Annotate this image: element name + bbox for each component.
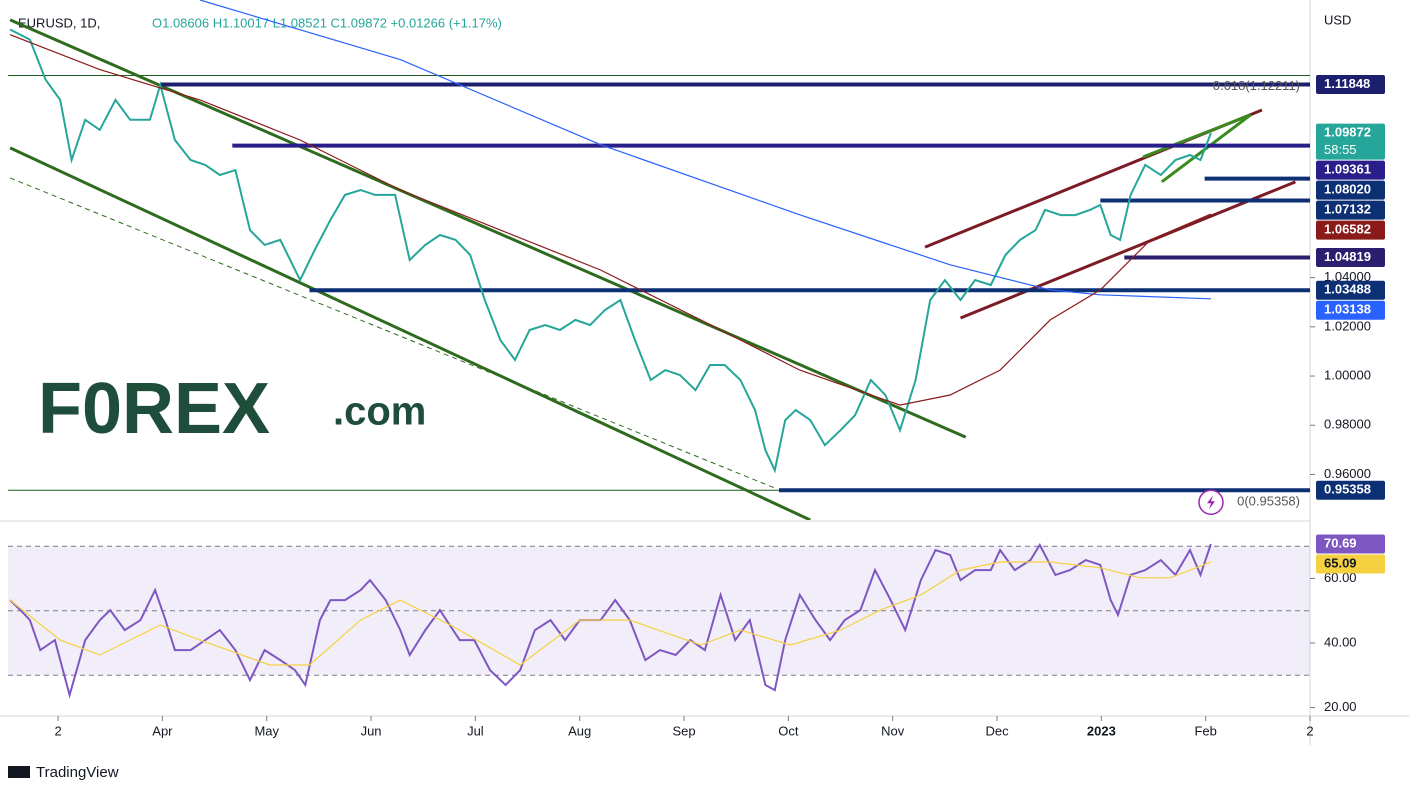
price-label-box	[1316, 160, 1385, 180]
logo-suffix: .com	[333, 390, 426, 434]
alert-icon-bolt	[1207, 495, 1215, 510]
x-tick-label: 2	[1306, 723, 1313, 738]
price-label: 70.69	[1324, 535, 1357, 550]
x-tick-label: Oct	[778, 723, 799, 738]
price-label-box	[1316, 220, 1385, 240]
price-label: 1.03488	[1324, 282, 1371, 297]
x-tick-label: Jun	[361, 723, 382, 738]
price-label: 1.08020	[1324, 182, 1371, 197]
x-tick-label: 2	[54, 723, 61, 738]
y-tick-label: 1.04000	[1324, 269, 1371, 284]
trend-line	[1160, 113, 1252, 184]
price-label-box	[1316, 554, 1385, 574]
price-label: 1.11848	[1324, 76, 1370, 91]
price-label-box	[1316, 123, 1385, 160]
price-label-box	[1316, 180, 1385, 200]
y-tick-label: 20.00	[1324, 699, 1357, 714]
plot-area	[8, 0, 1310, 520]
price-label: 1.04819	[1324, 249, 1371, 264]
trend-line	[9, 18, 967, 439]
trend-line	[9, 146, 811, 520]
trend-line	[959, 180, 1296, 320]
plot-area	[8, 542, 1310, 699]
price-label: 1.09361	[1324, 162, 1371, 177]
price-label-box	[1316, 280, 1385, 300]
footer-brand: TradingView	[36, 764, 119, 781]
price-label: 1.06582	[1324, 222, 1371, 237]
symbol-title: EURUSD, 1D,	[18, 15, 100, 30]
x-tick-label: Aug	[568, 723, 591, 738]
fib-label: 0(0.95358)	[1237, 494, 1300, 509]
price-label: 65.09	[1324, 555, 1357, 570]
price-label: 1.07132	[1324, 202, 1371, 217]
axis-currency: USD	[1324, 12, 1351, 27]
series-line	[9, 542, 1212, 699]
price-label: 0.95358	[1324, 482, 1371, 497]
x-tick-label: Sep	[672, 723, 695, 738]
price-label: 1.03138	[1324, 302, 1371, 317]
price-label-box	[1316, 480, 1385, 500]
x-tick-label: May	[254, 723, 279, 738]
x-tick-label: Feb	[1194, 723, 1216, 738]
price-label-box	[1316, 74, 1385, 94]
price-label-box	[1316, 534, 1385, 554]
price-label-box	[1316, 247, 1385, 267]
series-line	[199, 0, 1211, 300]
y-tick-label: 1.02000	[1324, 318, 1371, 333]
y-tick-label: 40.00	[1324, 634, 1357, 649]
footer: TradingView	[8, 764, 119, 781]
x-tick-label: 2023	[1087, 723, 1116, 738]
trend-line	[1142, 113, 1252, 159]
x-tick-label: Jul	[467, 723, 484, 738]
series-line	[9, 561, 1212, 666]
y-tick-label: 0.96000	[1324, 466, 1371, 481]
trend-line	[9, 177, 775, 489]
logo-brand: F0REX	[38, 369, 270, 449]
ohlc-legend: O1.08606 H1.10017 L1.08521 C1.09872 +0.0…	[152, 15, 502, 30]
series-line	[9, 34, 1212, 406]
x-tick-label: Apr	[152, 723, 173, 738]
x-tick-label: Nov	[881, 723, 905, 738]
price-label-box	[1316, 200, 1385, 220]
x-tick-label: Dec	[985, 723, 1009, 738]
fib-label: 0.618(1.12211)	[1213, 78, 1300, 93]
y-tick-label: 0.98000	[1324, 417, 1371, 432]
y-tick-label: 1.00000	[1324, 367, 1371, 382]
countdown-label: 58:55	[1324, 142, 1357, 157]
series-line	[9, 28, 1212, 474]
price-label: 1.09872	[1324, 125, 1371, 140]
y-tick-label: 60.00	[1324, 570, 1357, 585]
logo: F0REX .com	[38, 369, 426, 449]
price-label-box	[1316, 300, 1385, 320]
footer-icon	[8, 766, 30, 778]
